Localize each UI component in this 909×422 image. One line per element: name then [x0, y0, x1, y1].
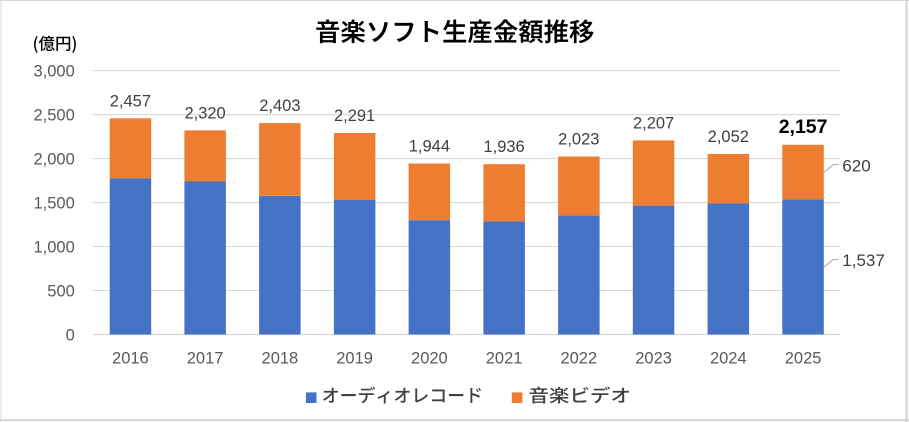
svg-text:1,537: 1,537 [842, 251, 885, 270]
svg-text:2018: 2018 [262, 349, 299, 367]
svg-text:1,936: 1,936 [483, 138, 524, 156]
svg-text:2022: 2022 [560, 349, 597, 367]
svg-text:3,000: 3,000 [34, 63, 75, 81]
svg-text:1,000: 1,000 [34, 239, 75, 257]
svg-text:2016: 2016 [112, 349, 149, 367]
svg-text:2,403: 2,403 [259, 97, 300, 115]
svg-text:2,457: 2,457 [110, 92, 151, 110]
svg-text:2,052: 2,052 [708, 128, 749, 146]
svg-text:2020: 2020 [411, 349, 448, 367]
svg-text:2025: 2025 [785, 349, 822, 367]
svg-text:0: 0 [66, 327, 75, 345]
svg-text:2021: 2021 [486, 349, 523, 367]
svg-text:2,157: 2,157 [779, 116, 828, 138]
svg-text:2019: 2019 [336, 349, 373, 367]
svg-text:620: 620 [842, 157, 870, 176]
svg-text:1,944: 1,944 [409, 138, 450, 156]
svg-text:2,023: 2,023 [558, 131, 599, 149]
svg-text:2,291: 2,291 [334, 107, 375, 125]
svg-text:2023: 2023 [635, 349, 672, 367]
svg-text:2,320: 2,320 [184, 104, 225, 122]
svg-text:2,500: 2,500 [34, 107, 75, 125]
svg-text:2017: 2017 [187, 349, 224, 367]
svg-text:2024: 2024 [710, 349, 747, 367]
svg-text:500: 500 [47, 283, 75, 301]
svg-text:2,207: 2,207 [633, 114, 674, 132]
svg-text:2,000: 2,000 [34, 151, 75, 169]
svg-text:1,500: 1,500 [34, 195, 75, 213]
